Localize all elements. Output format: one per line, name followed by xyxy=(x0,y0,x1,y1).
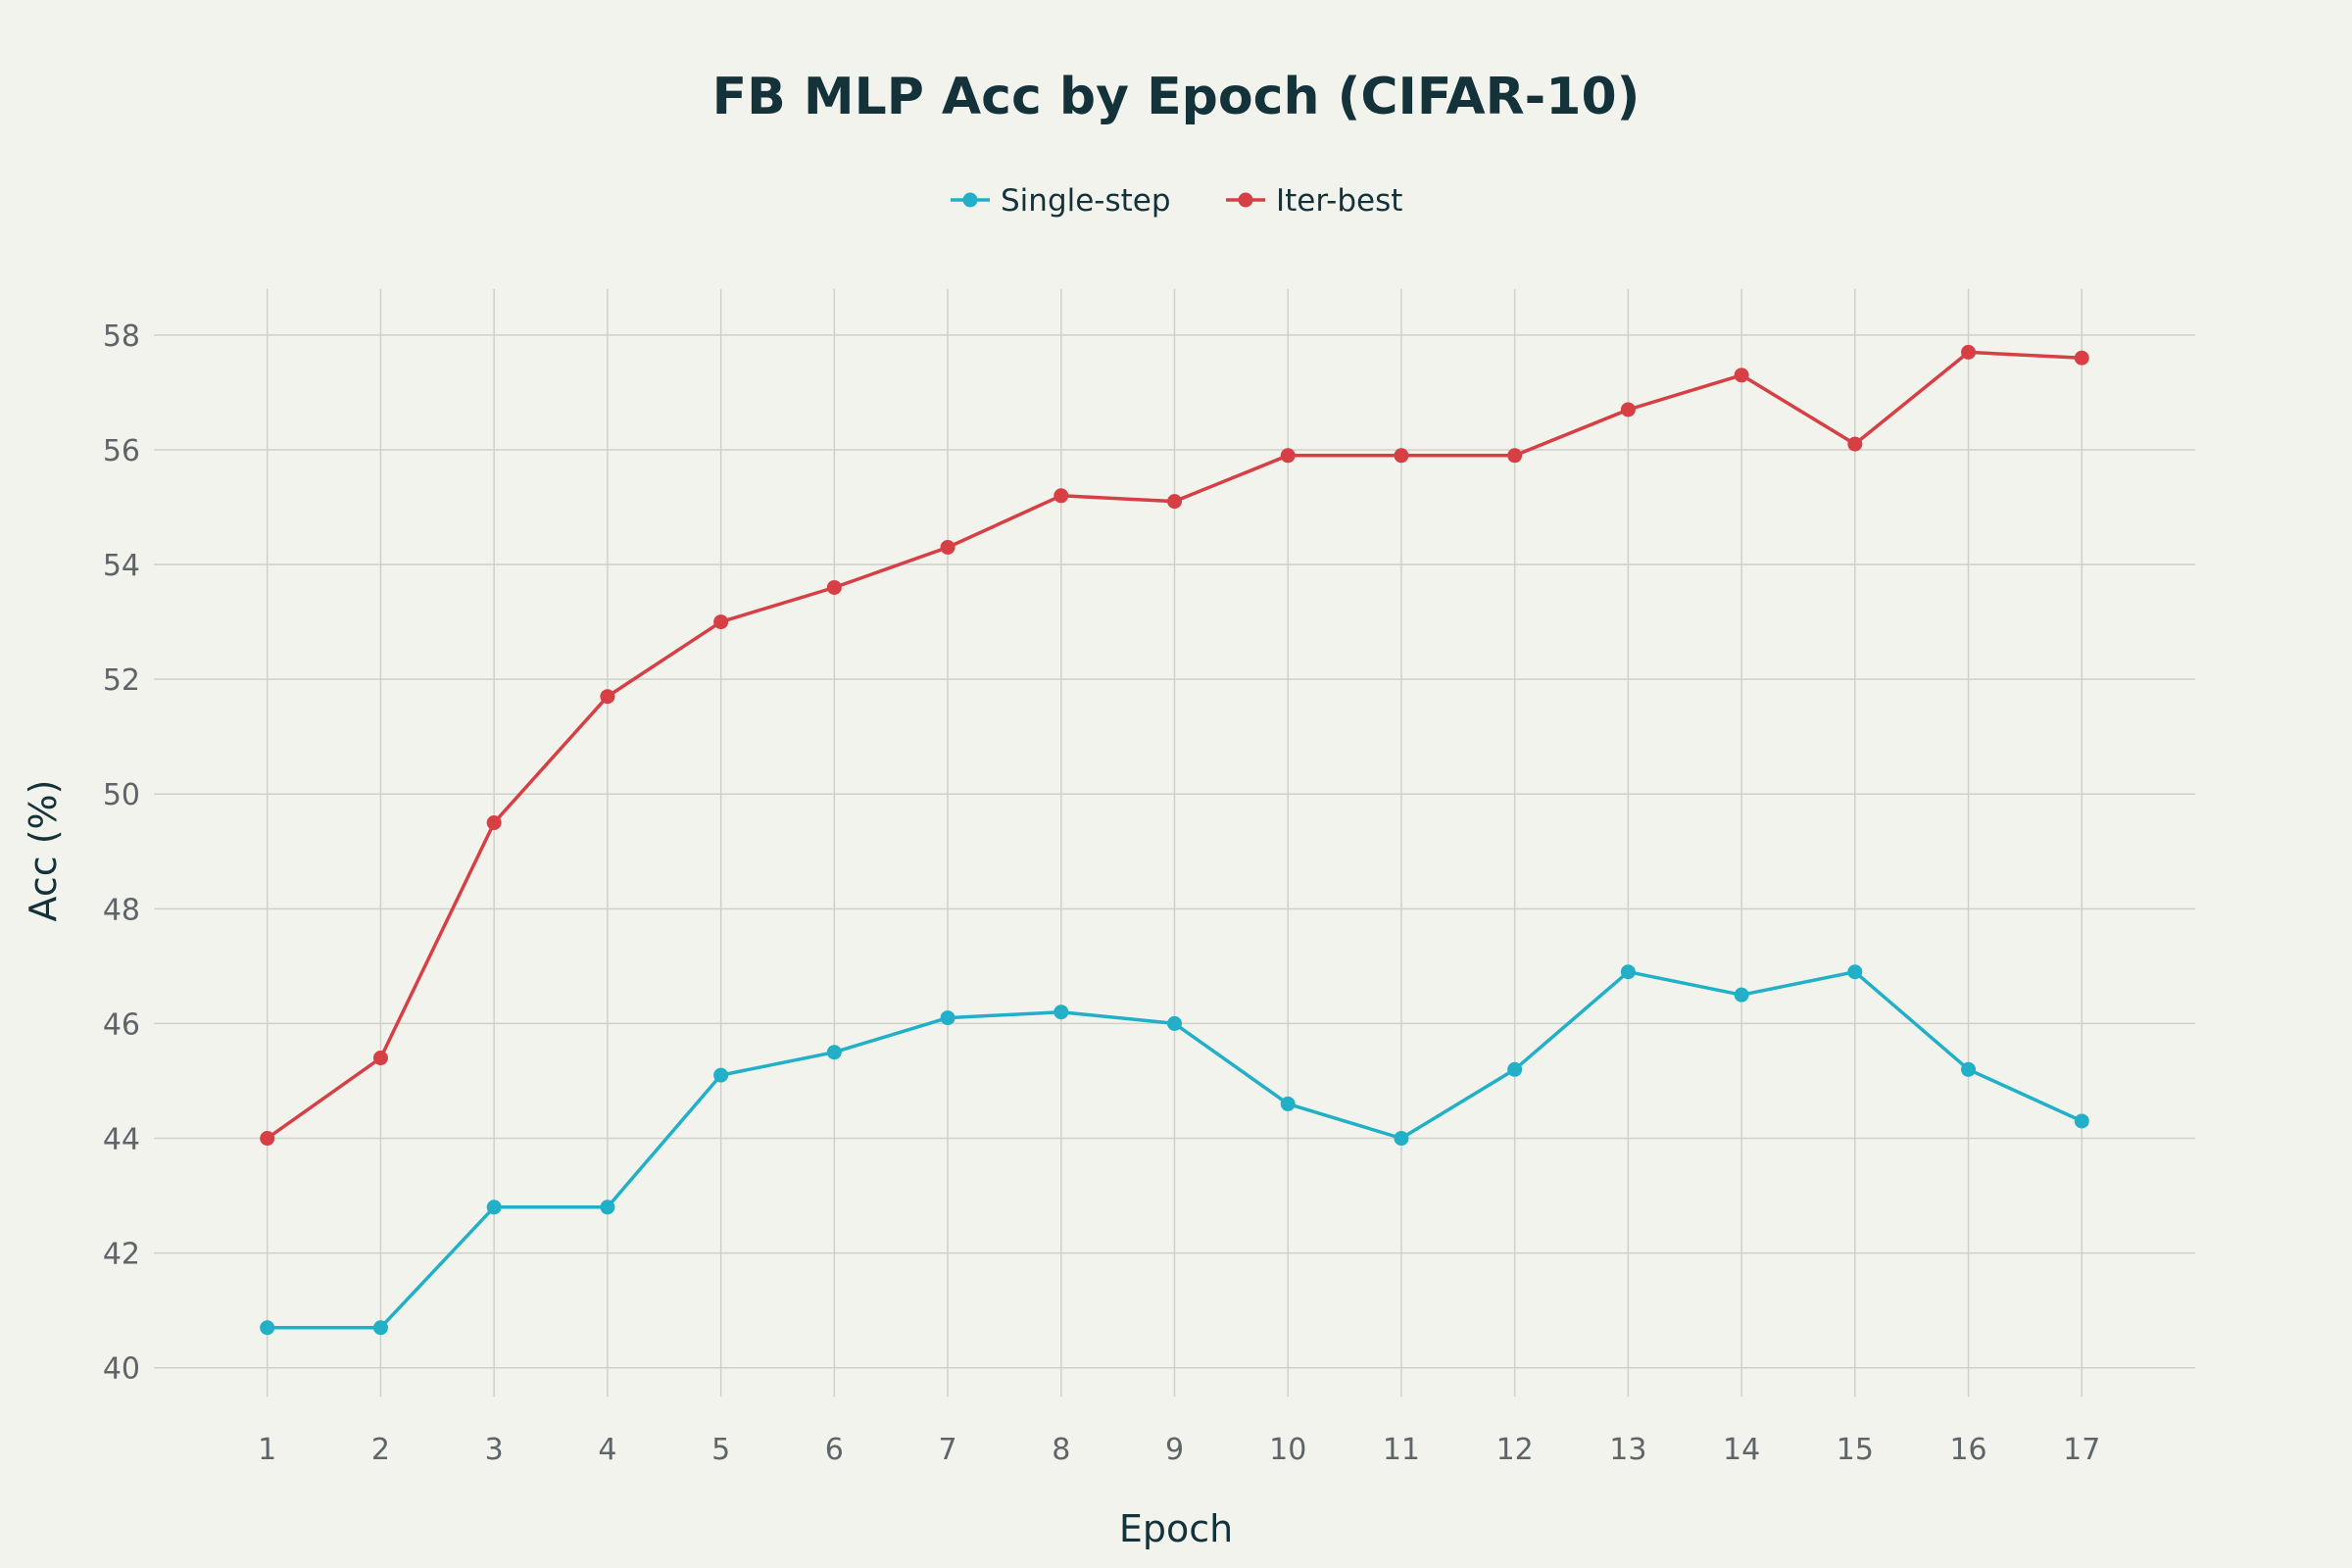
x-tick-label: 10 xyxy=(1269,1433,1306,1467)
legend-label: Iter-best xyxy=(1276,183,1402,219)
x-tick-label: 7 xyxy=(939,1433,957,1467)
series-layer xyxy=(260,344,2089,1336)
series-iter-best xyxy=(260,344,2089,1147)
data-point-iter-best xyxy=(1961,344,1977,360)
y-axis-title: Acc (%) xyxy=(22,780,65,922)
data-point-single-step xyxy=(1280,1096,1296,1111)
x-tick-label: 17 xyxy=(2063,1433,2100,1467)
x-axis-ticks: 1 2 3 4 5 6 7 8 9 10 11 12 13 14 15 16 17 xyxy=(258,1433,2100,1467)
y-tick-label: 54 xyxy=(103,549,140,583)
x-tick-label: 1 xyxy=(258,1433,276,1467)
data-point-iter-best xyxy=(1507,448,1523,464)
data-point-single-step xyxy=(1847,964,1863,980)
data-point-iter-best xyxy=(1734,368,1749,383)
x-tick-label: 15 xyxy=(1837,1433,1874,1467)
x-tick-label: 6 xyxy=(825,1433,844,1467)
data-point-iter-best xyxy=(1167,494,1182,510)
x-tick-label: 12 xyxy=(1496,1433,1534,1467)
data-point-single-step xyxy=(1054,1004,1069,1020)
y-tick-label: 58 xyxy=(103,319,140,354)
x-tick-label: 13 xyxy=(1609,1433,1646,1467)
y-tick-label: 50 xyxy=(103,778,140,812)
x-tick-label: 4 xyxy=(598,1433,616,1467)
x-tick-label: 3 xyxy=(485,1433,504,1467)
x-tick-label: 16 xyxy=(1949,1433,1986,1467)
data-point-iter-best xyxy=(600,689,615,705)
chart-title: FB MLP Acc by Epoch (CIFAR-10) xyxy=(712,68,1641,126)
legend-item-single-step: Single-step xyxy=(951,183,1171,219)
data-point-single-step xyxy=(2074,1113,2089,1129)
data-point-single-step xyxy=(940,1010,956,1026)
data-point-iter-best xyxy=(1394,448,1409,464)
data-point-iter-best xyxy=(486,815,502,831)
legend-item-iter-best: Iter-best xyxy=(1226,183,1402,219)
y-tick-label: 46 xyxy=(103,1007,140,1042)
data-point-single-step xyxy=(1734,987,1749,1003)
legend-swatch-marker xyxy=(1238,192,1253,208)
data-point-iter-best xyxy=(1280,448,1296,464)
x-tick-label: 9 xyxy=(1165,1433,1184,1467)
data-point-single-step xyxy=(1394,1131,1409,1147)
x-tick-label: 8 xyxy=(1052,1433,1070,1467)
data-point-single-step xyxy=(600,1200,615,1215)
data-point-single-step xyxy=(486,1200,502,1215)
y-tick-label: 52 xyxy=(103,663,140,698)
data-point-single-step xyxy=(1620,964,1636,980)
x-tick-label: 2 xyxy=(371,1433,390,1467)
data-point-single-step xyxy=(713,1067,729,1083)
data-point-iter-best xyxy=(1847,436,1863,452)
x-tick-label: 14 xyxy=(1723,1433,1760,1467)
data-point-iter-best xyxy=(826,579,842,595)
y-tick-label: 42 xyxy=(103,1238,140,1272)
grid xyxy=(154,289,2195,1396)
data-point-iter-best xyxy=(372,1051,388,1066)
data-point-iter-best xyxy=(1620,402,1636,417)
data-point-single-step xyxy=(260,1320,275,1336)
y-tick-label: 48 xyxy=(103,893,140,927)
data-point-iter-best xyxy=(713,614,729,630)
data-point-iter-best xyxy=(1054,488,1069,504)
data-point-single-step xyxy=(372,1320,388,1336)
data-point-single-step xyxy=(1507,1061,1523,1077)
data-point-iter-best xyxy=(2074,350,2089,366)
x-axis-title: Epoch xyxy=(1119,1507,1233,1550)
y-axis-ticks: 40 42 44 46 48 50 52 54 56 58 xyxy=(103,319,140,1387)
y-tick-label: 44 xyxy=(103,1123,140,1157)
data-point-iter-best xyxy=(940,539,956,555)
legend-label: Single-step xyxy=(1001,183,1171,219)
data-point-single-step xyxy=(1167,1015,1182,1031)
data-point-iter-best xyxy=(260,1131,275,1147)
x-tick-label: 5 xyxy=(711,1433,730,1467)
y-tick-label: 40 xyxy=(103,1352,140,1387)
x-tick-label: 11 xyxy=(1383,1433,1420,1467)
series-single-step xyxy=(260,964,2089,1336)
legend-swatch-marker xyxy=(962,192,978,208)
legend: Single-step Iter-best xyxy=(951,183,1402,219)
data-point-single-step xyxy=(1961,1061,1977,1077)
data-point-single-step xyxy=(826,1045,842,1060)
y-tick-label: 56 xyxy=(103,434,140,468)
